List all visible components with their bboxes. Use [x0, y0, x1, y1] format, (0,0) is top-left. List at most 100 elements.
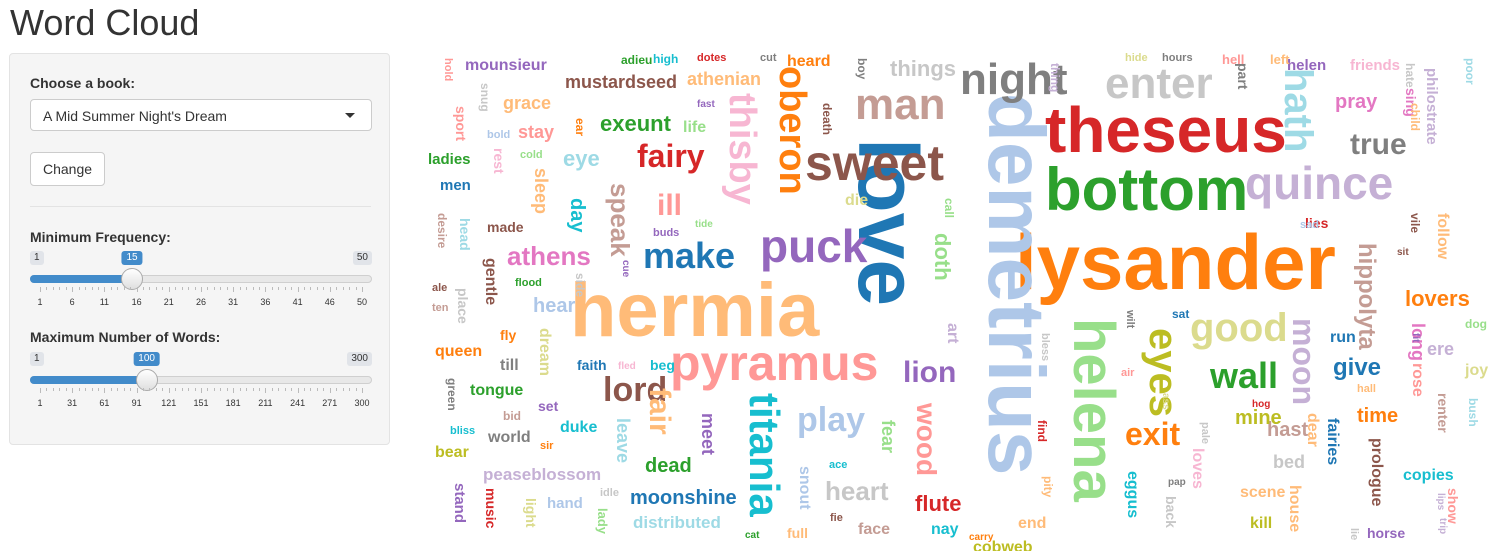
cloud-word: demetrius — [972, 93, 1061, 476]
cloud-word: pale — [1199, 422, 1211, 445]
slider-minor-tick — [349, 388, 351, 391]
cloud-word: bush — [1466, 398, 1480, 427]
cloud-word: sweet — [805, 135, 944, 191]
cloud-word: mine — [1235, 407, 1282, 429]
slider-max-label: 300 — [347, 352, 372, 366]
cloud-word: snug — [478, 83, 492, 112]
cloud-word: hours — [1162, 52, 1193, 64]
cloud-word: hippolyta — [1353, 243, 1380, 350]
cloud-word: snout — [796, 466, 813, 510]
slider-minor-tick — [194, 388, 196, 391]
slider-minor-tick — [91, 388, 93, 391]
cloud-word: exeunt — [600, 111, 671, 136]
slider-tick-label: 31 — [228, 297, 239, 307]
slider-minor-tick — [117, 287, 119, 290]
cloud-word: good — [1190, 306, 1288, 350]
slider-tick-label: 61 — [99, 398, 110, 408]
cloud-word: fie — [830, 512, 843, 524]
slider-tick-label: 31 — [67, 398, 78, 408]
slider-tick — [329, 388, 331, 393]
slider-tick — [72, 287, 74, 292]
cloud-word: till — [500, 357, 519, 374]
cloud-word: die — [845, 192, 869, 209]
slider-handle[interactable] — [135, 369, 158, 391]
slider-fill — [30, 376, 147, 384]
slider-minor-tick — [78, 287, 80, 290]
slider-minor-tick — [188, 388, 190, 391]
cloud-word: follow — [1434, 213, 1451, 260]
slider-minor-tick — [316, 388, 318, 391]
slider-minor-tick — [213, 287, 215, 290]
cloud-word: sad — [1300, 219, 1319, 231]
slider-minor-tick — [271, 287, 273, 290]
cloud-word: philostrate — [1423, 68, 1440, 145]
slider-tick — [104, 287, 106, 292]
min-frequency-slider[interactable]: 1 50 15 1 6 11 16 21 26 31 36 41 46 50 — [30, 251, 372, 311]
slider-minor-tick — [207, 388, 209, 391]
slider-tick-label: 36 — [260, 297, 271, 307]
cloud-word: exit — [1125, 416, 1181, 452]
slider-minor-tick — [162, 388, 164, 391]
slider-minor-tick — [85, 388, 87, 391]
cloud-word: pap — [1168, 477, 1186, 488]
cloud-word: house — [1286, 485, 1303, 533]
cloud-word: flood — [515, 277, 542, 289]
slider-tick — [265, 287, 267, 292]
page-title: Word Cloud — [10, 2, 200, 43]
cloud-word: thing — [1048, 63, 1062, 93]
cloud-word: art — [944, 323, 961, 344]
cloud-word: eggus — [1124, 471, 1141, 519]
cloud-word: day — [566, 198, 588, 233]
slider-minor-tick — [52, 388, 54, 391]
slider-tick-label: 46 — [324, 297, 335, 307]
slider-minor-tick — [181, 287, 183, 290]
slider-tick — [362, 287, 363, 292]
cloud-word: distributed — [633, 513, 721, 532]
slider-min-label: 1 — [30, 251, 44, 265]
slider-tick-label: 50 — [356, 297, 368, 307]
cloud-word: speak — [605, 183, 635, 257]
cloud-word: made — [487, 219, 524, 235]
slider-minor-tick — [181, 388, 183, 391]
book-select[interactable]: A Mid Summer Night's Dream — [30, 99, 372, 131]
cloud-word: dog — [1465, 317, 1487, 331]
cloud-word: scene — [1240, 484, 1286, 501]
slider-minor-tick — [175, 287, 177, 290]
slider-minor-tick — [310, 388, 312, 391]
divider — [30, 206, 371, 207]
slider-minor-tick — [304, 287, 306, 290]
max-words-slider[interactable]: 1 300 100 1 31 61 91 121 151 181 211 241 271 300 — [30, 352, 372, 412]
cloud-word: bless — [1039, 333, 1051, 362]
cloud-word: fled — [618, 361, 636, 372]
cloud-word: mustardseed — [565, 72, 678, 92]
slider-tick-label: 91 — [131, 398, 142, 408]
slider-minor-tick — [155, 287, 157, 290]
slider-tick-label: 26 — [195, 297, 207, 307]
cloud-word: eye — [563, 146, 600, 171]
cloud-word: prologue — [1368, 438, 1385, 507]
slider-minor-tick — [336, 287, 338, 290]
slider-minor-tick — [130, 287, 132, 290]
cloud-word: cobweb — [973, 539, 1033, 552]
slider-minor-tick — [175, 388, 177, 391]
cloud-word: helen — [1287, 57, 1327, 74]
slider-tick — [362, 388, 363, 393]
slider-minor-tick — [110, 388, 112, 391]
cloud-word: wilt — [1124, 310, 1136, 329]
slider-minor-tick — [349, 287, 351, 290]
cloud-word: find — [1035, 420, 1049, 442]
slider-tick — [233, 287, 235, 292]
slider-handle[interactable] — [121, 268, 143, 290]
cloud-word: buds — [653, 227, 680, 239]
cloud-word: run — [1330, 329, 1356, 346]
cloud-word: hog — [1252, 399, 1271, 410]
cloud-word: flute — [915, 491, 962, 516]
cloud-word: rest — [491, 148, 507, 174]
cloud-word: fast — [697, 99, 715, 110]
change-button[interactable]: Change — [30, 152, 105, 186]
cloud-word: wood — [911, 403, 942, 477]
slider-minor-tick — [91, 287, 93, 290]
cloud-word: tide — [695, 219, 713, 230]
slider-minor-tick — [52, 287, 54, 290]
cloud-word: night — [960, 55, 1068, 104]
